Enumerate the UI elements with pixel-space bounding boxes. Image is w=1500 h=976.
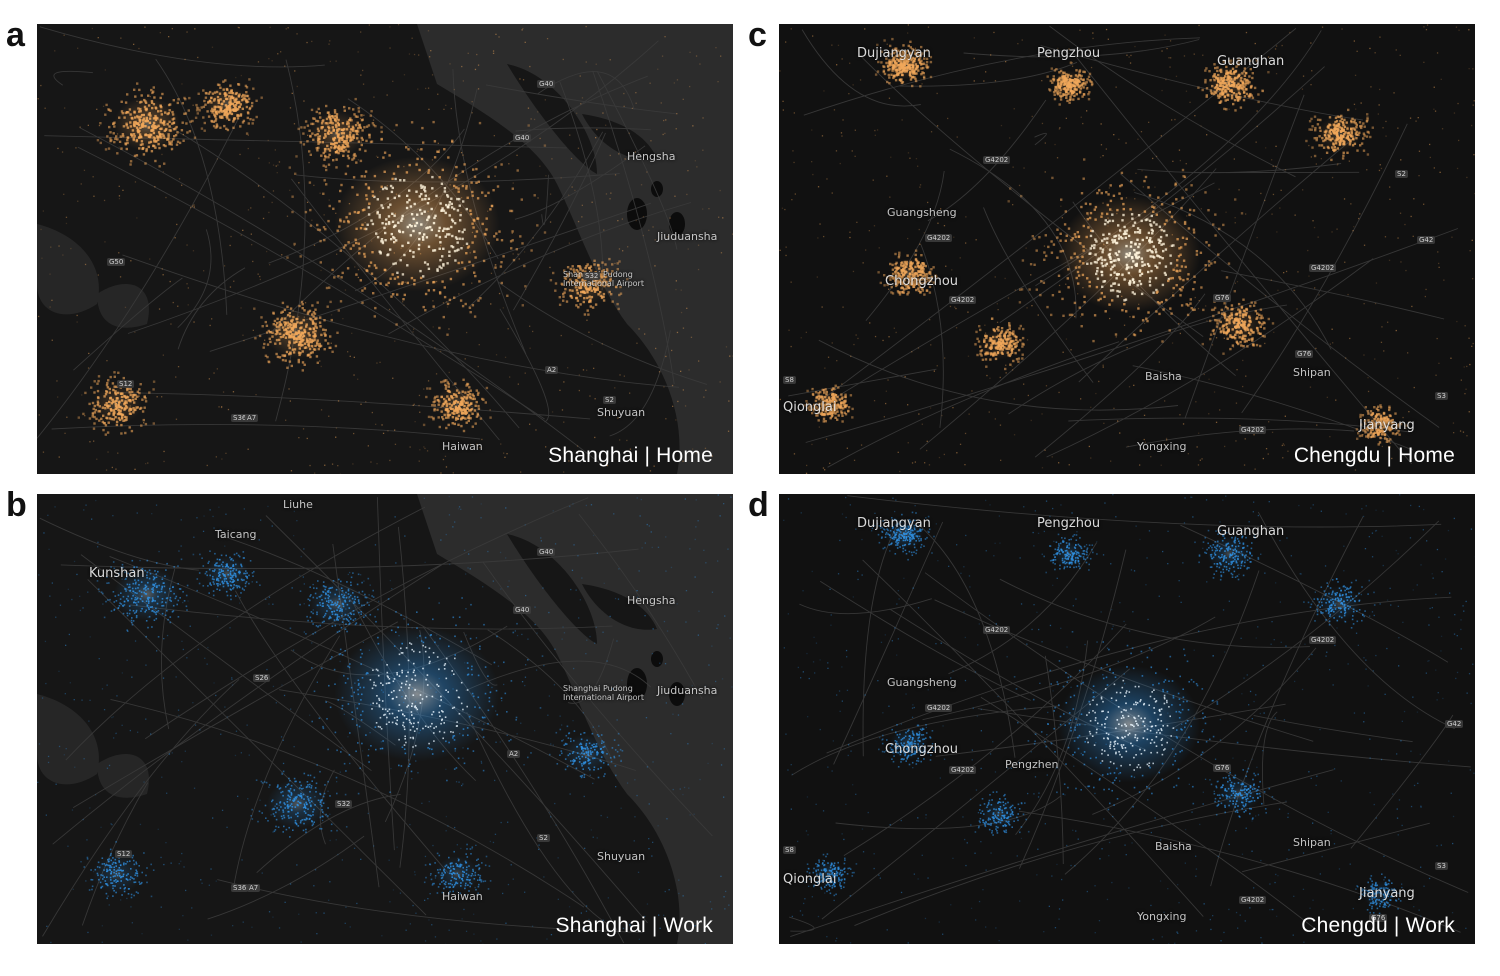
density-layer — [37, 24, 733, 474]
road-shield: S32 — [335, 800, 353, 808]
road-shield: S3 — [1435, 392, 1448, 400]
road-shield: S12 — [117, 380, 135, 388]
panel-label-c: c — [748, 16, 767, 54]
road-shield: A7 — [247, 884, 261, 892]
map-caption: Chengdu | Home — [1293, 444, 1455, 467]
map-caption: Shanghai | Home — [548, 444, 713, 467]
road-shield: G76 — [1369, 914, 1388, 922]
road-shield: G40 — [537, 548, 556, 556]
place-label: Liuhe — [283, 498, 313, 511]
road-shield: G50 — [107, 258, 126, 266]
road-shield: G40 — [537, 80, 556, 88]
road-shield: G40 — [513, 606, 532, 614]
road-shield: G4202 — [949, 766, 977, 774]
road-shield: G4202 — [949, 296, 977, 304]
place-label: Chongzhou — [885, 742, 959, 757]
place-label: Hengsha — [627, 594, 676, 607]
road-shield: S12 — [115, 850, 133, 858]
road-shield: G42 — [1417, 236, 1436, 244]
road-shield: G76 — [1213, 294, 1232, 302]
place-label: Baisha — [1145, 370, 1182, 383]
place-label: Hengsha — [627, 150, 676, 163]
place-label: Jiuduansha — [657, 684, 718, 697]
panel-label-d: d — [748, 486, 769, 524]
road-shield: S2 — [537, 834, 550, 842]
place-label: Jianyang — [1359, 886, 1415, 901]
place-label: Haiwan — [442, 440, 483, 453]
map-chengdu-home: Dujiangyan Pengzhou Guanghan Guangsheng … — [779, 24, 1475, 474]
road-shield: S36 — [231, 414, 249, 422]
place-label: Guangsheng — [887, 676, 957, 689]
density-layer — [779, 24, 1475, 474]
place-label: Jiuduansha — [657, 230, 718, 243]
road-shield: S26 — [253, 674, 271, 682]
density-layer — [779, 494, 1475, 944]
place-label: Pengzhen — [1005, 758, 1059, 771]
map-shanghai-home: Hengsha Jiuduansha Shanghai Pudong Inter… — [37, 24, 733, 474]
place-label: Qionglai — [783, 872, 837, 887]
place-label: Pengzhou — [1037, 46, 1101, 61]
panel-label-a: a — [6, 16, 25, 54]
map-shanghai-work: Kunshan Taicang Hengsha Jiuduansha Shang… — [37, 494, 733, 944]
road-shield: G42 — [1445, 720, 1464, 728]
place-label: Qionglai — [783, 400, 837, 415]
place-label: Baisha — [1155, 840, 1192, 853]
road-shield: S36 — [231, 884, 249, 892]
place-label: Chongzhou — [885, 274, 959, 289]
density-layer — [37, 494, 733, 944]
map-chengdu-work: Dujiangyan Pengzhou Guanghan Guangsheng … — [779, 494, 1475, 944]
map-caption: Shanghai | Work — [555, 914, 713, 937]
road-shield: G4202 — [1239, 426, 1267, 434]
place-label: Kunshan — [89, 566, 145, 581]
place-label: Shuyuan — [597, 850, 646, 863]
road-shield: S2 — [603, 396, 616, 404]
place-label: Yongxing — [1137, 440, 1187, 453]
place-label: Dujiangyan — [857, 516, 931, 531]
place-label: Jianyang — [1359, 418, 1415, 433]
place-label: Haiwan — [442, 890, 483, 903]
road-shield: G4202 — [1309, 636, 1337, 644]
place-label: Guanghan — [1217, 524, 1285, 539]
panel-label-b: b — [6, 486, 27, 524]
road-shield: S8 — [783, 376, 796, 384]
place-label: Dujiangyan — [857, 46, 931, 61]
road-shield: G4202 — [1309, 264, 1337, 272]
place-label: Shipan — [1293, 836, 1331, 849]
place-label: Pengzhou — [1037, 516, 1101, 531]
road-shield: G4202 — [1239, 896, 1267, 904]
road-shield: G4202 — [925, 234, 953, 242]
road-shield: S2 — [1395, 170, 1408, 178]
road-shield: S8 — [783, 846, 796, 854]
road-shield: G4202 — [983, 626, 1011, 634]
road-shield: G4202 — [925, 704, 953, 712]
place-label: Taicang — [215, 528, 257, 541]
road-shield: A2 — [507, 750, 521, 758]
road-shield: G76 — [1295, 350, 1314, 358]
road-shield: S3 — [1435, 862, 1448, 870]
place-label: Shanghai Pudong International Airport — [563, 270, 644, 288]
place-label: Shuyuan — [597, 406, 646, 419]
road-shield: A7 — [245, 414, 259, 422]
road-shield: A2 — [545, 366, 559, 374]
road-shield: G40 — [513, 134, 532, 142]
road-shield: S32 — [583, 272, 601, 280]
place-label: Guangsheng — [887, 206, 957, 219]
place-label: Shipan — [1293, 366, 1331, 379]
road-shield: G76 — [1213, 764, 1232, 772]
place-label: Guanghan — [1217, 54, 1285, 69]
road-shield: G4202 — [983, 156, 1011, 164]
place-label: Shanghai Pudong International Airport — [563, 684, 644, 702]
place-label: Yongxing — [1137, 910, 1187, 923]
map-caption: Chengdu | Work — [1301, 914, 1455, 937]
